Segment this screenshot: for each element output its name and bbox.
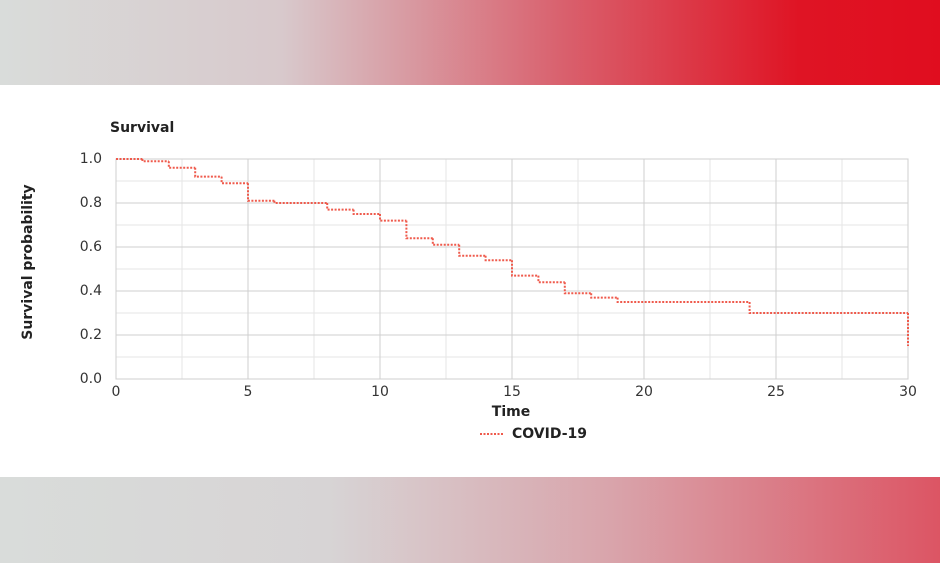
x-tick-label: 0 — [112, 384, 121, 400]
survival-step — [352, 209, 380, 215]
x-tick-label: 15 — [503, 384, 521, 400]
x-tick-label: 10 — [371, 384, 389, 400]
y-tick-label: 0.2 — [80, 327, 102, 343]
y-tick-label: 0.8 — [80, 195, 102, 211]
survival-step — [247, 183, 275, 202]
survival-step — [405, 220, 433, 240]
y-tick-label: 1.0 — [80, 151, 102, 167]
survival-step — [194, 167, 222, 178]
legend-label: COVID-19 — [512, 426, 587, 442]
x-tick-label: 5 — [244, 384, 253, 400]
y-tick-label: 0.0 — [80, 371, 102, 387]
x-axis-label: Time — [492, 404, 530, 420]
x-tick-label: 25 — [767, 384, 785, 400]
survival-step — [563, 282, 592, 295]
y-axis-label: Survival probability — [20, 184, 36, 339]
survival-step — [484, 255, 512, 262]
x-tick-label: 30 — [899, 384, 917, 400]
survival-step — [590, 293, 618, 299]
header-band — [0, 0, 940, 85]
footer-band — [0, 477, 940, 563]
survival-step — [748, 302, 908, 314]
y-tick-label: 0.6 — [80, 239, 102, 255]
survival-step — [616, 297, 750, 303]
survival-step — [273, 200, 328, 204]
y-tick-label: 0.4 — [80, 283, 102, 299]
survival-step — [458, 244, 486, 257]
x-tick-label: 20 — [635, 384, 653, 400]
survival-step — [141, 159, 169, 163]
chart-title: Survival — [110, 120, 174, 136]
survival-step — [511, 260, 539, 277]
